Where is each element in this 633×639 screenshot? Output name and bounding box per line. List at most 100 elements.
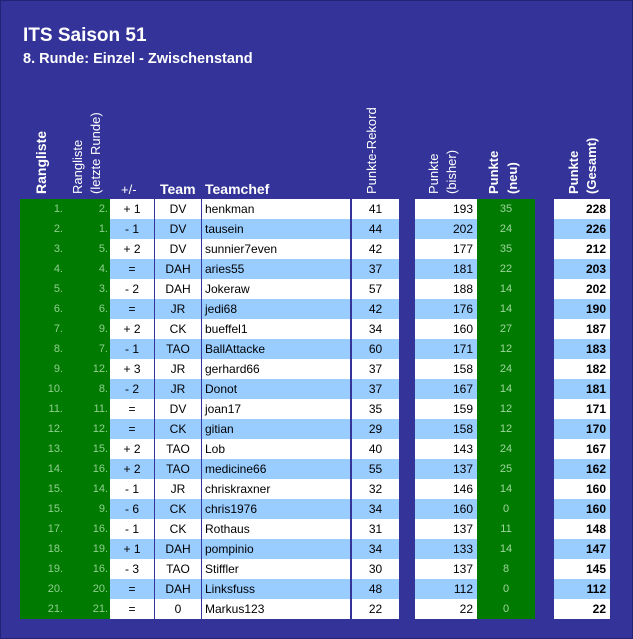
cell-gesamt: 183: [554, 339, 610, 359]
cell-team: JR: [155, 299, 202, 319]
cell-prev-rank: 4.: [65, 259, 110, 279]
cell-rank: 7.: [20, 319, 65, 339]
cell-rank: 9.: [20, 359, 65, 379]
cell-prev-rank: 16.: [65, 519, 110, 539]
cell-neu: 24: [477, 439, 535, 459]
cell-gesamt: 228: [554, 199, 610, 219]
header-rangliste-alt-line2: (letzte Runde): [88, 112, 103, 194]
cell-prev-rank: 7.: [65, 339, 110, 359]
cell-teamchef: Linksfuss: [202, 579, 350, 599]
cell-prev-rank: 19.: [65, 539, 110, 559]
cell-change: + 2: [110, 439, 155, 459]
cell-teamchef: bueffel1: [202, 319, 350, 339]
cell-bisher: 181: [415, 259, 477, 279]
cell-change: - 2: [110, 379, 155, 399]
header-neu-line2: (neu): [505, 162, 520, 194]
cell-teamchef: joan17: [202, 399, 350, 419]
header-rangliste: Rangliste: [33, 130, 49, 194]
cell-teamchef: Rothaus: [202, 519, 350, 539]
cell-prev-rank: 12.: [65, 359, 110, 379]
header-neu-line1: Punkte: [486, 150, 501, 194]
cell-bisher: 137: [415, 519, 477, 539]
column-gesamt: 228 226 212 203 202 190 187 183 182 181 171 170 167 1…: [554, 199, 610, 619]
cell-rank: 17.: [20, 519, 65, 539]
cell-gesamt: 145: [554, 559, 610, 579]
cell-rank: 18.: [20, 539, 65, 559]
cell-gesamt: 187: [554, 319, 610, 339]
cell-gesamt: 203: [554, 259, 610, 279]
column-bisher: 193 202 177 181 188 176 160 171 158 167 159 158 143 1…: [415, 199, 477, 619]
cell-rekord: 30: [352, 559, 399, 579]
cell-rank: 6.: [20, 299, 65, 319]
cell-gesamt: 22: [554, 599, 610, 619]
cell-team: JR: [155, 479, 202, 499]
cell-change: - 1: [110, 479, 155, 499]
cell-bisher: 159: [415, 399, 477, 419]
cell-gesamt: 170: [554, 419, 610, 439]
cell-team: DV: [155, 219, 202, 239]
cell-teamchef: Markus123: [202, 599, 350, 619]
cell-team: CK: [155, 419, 202, 439]
column-rekord: 41 44 42 37 57 42 34 60 37 37 35 29 40 55 32 34 31 34 30 48…: [352, 199, 399, 619]
cell-teamchef: sunnier7even: [202, 239, 350, 259]
cell-prev-rank: 20.: [65, 579, 110, 599]
cell-teamchef: Donot: [202, 379, 350, 399]
cell-neu: 14: [477, 379, 535, 399]
cell-neu: 35: [477, 239, 535, 259]
cell-neu: 14: [477, 479, 535, 499]
cell-rekord: 42: [352, 299, 399, 319]
header-team: Team: [160, 181, 196, 197]
cell-change: + 2: [110, 459, 155, 479]
cell-teamchef: gerhard66: [202, 359, 350, 379]
cell-team: CK: [155, 499, 202, 519]
cell-neu: 14: [477, 299, 535, 319]
cell-change: - 1: [110, 339, 155, 359]
cell-change: =: [110, 419, 155, 439]
cell-teamchef: Lob: [202, 439, 350, 459]
cell-gesamt: 226: [554, 219, 610, 239]
column-prev: 2. 1. 5. 4. 3. 6. 9. 7. 12. 8. 11. 12. 15. 16. 14. 9. 16…: [65, 199, 110, 619]
cell-bisher: 176: [415, 299, 477, 319]
cell-change: =: [110, 599, 155, 619]
cell-teamchef: jedi68: [202, 299, 350, 319]
cell-neu: 22: [477, 259, 535, 279]
cell-rank: 11.: [20, 399, 65, 419]
cell-rank: 4.: [20, 259, 65, 279]
header-bisher-line1: Punkte: [426, 153, 441, 194]
cell-gesamt: 202: [554, 279, 610, 299]
cell-team: DAH: [155, 579, 202, 599]
cell-change: + 3: [110, 359, 155, 379]
cell-team: TAO: [155, 439, 202, 459]
cell-change: =: [110, 579, 155, 599]
cell-prev-rank: 11.: [65, 399, 110, 419]
cell-change: - 3: [110, 559, 155, 579]
cell-team: DV: [155, 199, 202, 219]
cell-team: JR: [155, 359, 202, 379]
cell-rekord: 57: [352, 279, 399, 299]
cell-bisher: 193: [415, 199, 477, 219]
page-subtitle: 8. Runde: Einzel - Zwischenstand: [23, 51, 253, 67]
cell-team: DAH: [155, 279, 202, 299]
cell-rekord: 37: [352, 359, 399, 379]
cell-team: DV: [155, 239, 202, 259]
column-chef: henkman tausein sunnier7even aries55 Jokeraw…: [202, 199, 350, 619]
cell-rekord: 22: [352, 599, 399, 619]
cell-bisher: 22: [415, 599, 477, 619]
cell-bisher: 160: [415, 319, 477, 339]
cell-team: JR: [155, 379, 202, 399]
cell-rekord: 37: [352, 379, 399, 399]
cell-change: - 6: [110, 499, 155, 519]
cell-gesamt: 167: [554, 439, 610, 459]
cell-team: DAH: [155, 259, 202, 279]
cell-gesamt: 190: [554, 299, 610, 319]
cell-neu: 35: [477, 199, 535, 219]
cell-prev-rank: 15.: [65, 439, 110, 459]
cell-prev-rank: 6.: [65, 299, 110, 319]
cell-gesamt: 162: [554, 459, 610, 479]
cell-gesamt: 147: [554, 539, 610, 559]
cell-rank: 8.: [20, 339, 65, 359]
cell-gesamt: 148: [554, 519, 610, 539]
cell-rekord: 35: [352, 399, 399, 419]
cell-bisher: 202: [415, 219, 477, 239]
cell-prev-rank: 8.: [65, 379, 110, 399]
